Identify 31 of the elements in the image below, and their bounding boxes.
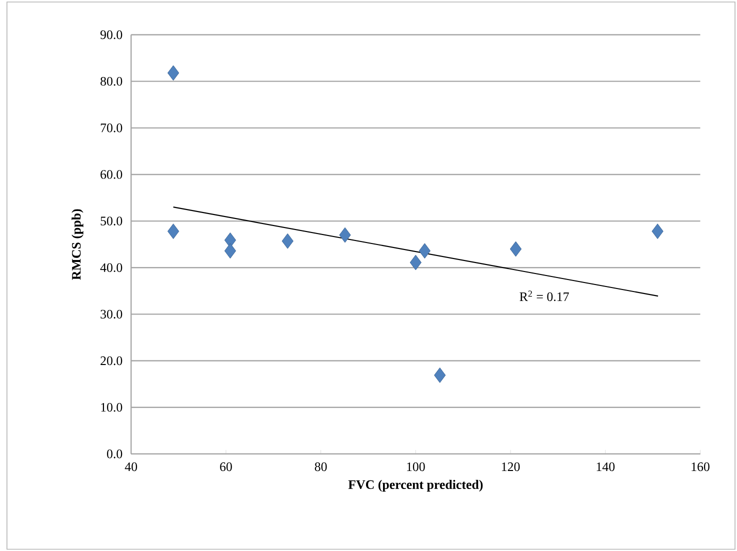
y-tick-label: 0.0	[106, 449, 122, 458]
x-tick-label: 80	[314, 462, 327, 471]
x-tick-label: 140	[596, 462, 615, 471]
x-tick-label: 160	[692, 462, 710, 471]
point	[410, 254, 422, 270]
y-tick-label: 80.0	[100, 76, 122, 86]
point	[282, 233, 294, 249]
y-tick-label: 60.0	[100, 170, 122, 179]
y-tick-label: 40.0	[100, 263, 122, 272]
annotation: R$^{2}$ = 0.17	[520, 290, 569, 302]
y-axis-title: RMCS (ppb)	[72, 209, 84, 280]
point	[418, 243, 431, 258]
y-tick-label: 30.0	[100, 310, 122, 318]
point	[167, 223, 180, 239]
x-axis-title: FVC (percent predicted)	[348, 480, 483, 492]
y-tick-label: 90.0	[100, 30, 122, 40]
point	[167, 65, 180, 81]
y-tick-label: 20.0	[100, 356, 122, 366]
x-tick-label: 60	[220, 462, 232, 471]
point	[339, 227, 351, 243]
x-tick-label: 120	[502, 462, 520, 471]
point	[652, 223, 664, 239]
x-tick-label: 40	[124, 462, 138, 471]
point	[510, 241, 522, 257]
point	[224, 232, 236, 248]
y-tick-label: 10.0	[101, 402, 122, 412]
y-tick-label: 70.0	[100, 123, 122, 132]
y-tick-label: 50.0	[100, 216, 122, 226]
x-tick-label: 100	[407, 462, 425, 471]
point	[434, 367, 446, 383]
point	[224, 243, 236, 258]
